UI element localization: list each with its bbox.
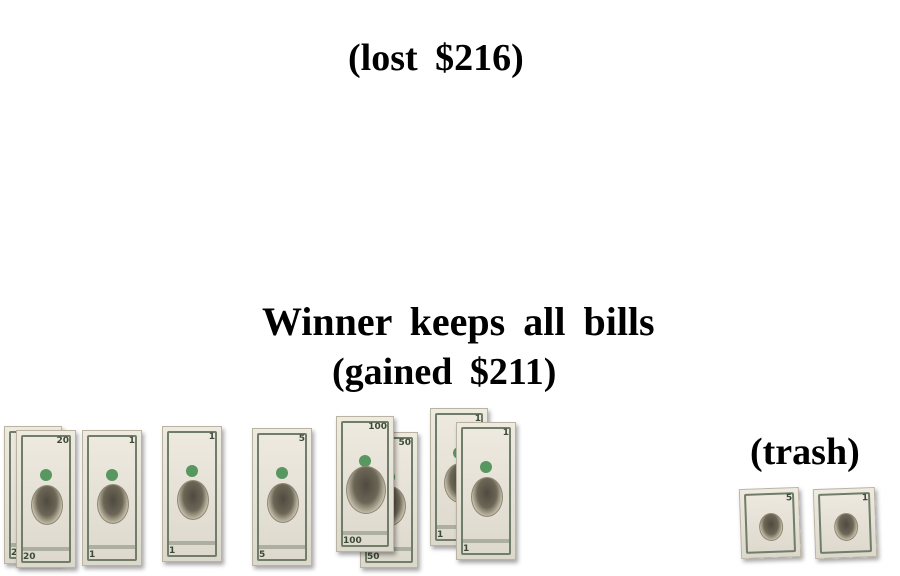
winner-keeps-label: Winner keeps all bills [262, 299, 655, 344]
bill-band [259, 545, 305, 549]
bill-band [89, 545, 135, 549]
bill-denomination: 5 [259, 550, 266, 560]
bill-frame [21, 435, 71, 563]
dollar-bill[interactable]: 1 1 [456, 422, 516, 560]
trash-bill[interactable]: 5 [738, 486, 802, 560]
dollar-bill[interactable]: 5 5 [252, 428, 312, 566]
bill-denomination: 1 [861, 493, 869, 504]
bill-denomination: 20 [56, 436, 69, 446]
bill-denomination: 20 [23, 552, 36, 562]
bill-denomination: 1 [208, 432, 215, 442]
bill-band [169, 541, 215, 545]
portrait-icon [177, 480, 209, 521]
bill-frame [461, 427, 511, 555]
portrait-icon [346, 466, 386, 515]
bill-denomination: 1 [89, 550, 96, 560]
bill-denomination: 1 [437, 530, 444, 540]
bill-frame [341, 421, 389, 547]
bill-frame [167, 431, 217, 557]
trash-label: (trash) [750, 431, 860, 473]
portrait-icon [471, 477, 503, 518]
portrait-icon [31, 485, 63, 526]
bill-denomination: 1 [463, 544, 470, 554]
treasury-seal-icon [106, 468, 118, 481]
bill-denomination: 5 [785, 493, 793, 504]
bill-denomination: 1 [502, 428, 509, 438]
treasury-seal-icon [186, 464, 198, 477]
dollar-bill[interactable]: 20 20 [16, 430, 76, 568]
bill-denomination: 100 [368, 422, 387, 432]
bill-denomination: 50 [398, 438, 411, 448]
bill-denomination: 100 [343, 536, 362, 546]
bill-denomination: 50 [367, 552, 380, 562]
bill-frame [87, 435, 137, 561]
bill-frame [257, 433, 307, 561]
dollar-bill[interactable]: 1 1 [82, 430, 142, 566]
gained-amount-label: (gained $211) [332, 351, 557, 393]
bill-band [23, 547, 69, 551]
treasury-seal-icon [480, 461, 492, 474]
dollar-bill[interactable]: 100 100 [336, 416, 394, 552]
bill-band [343, 531, 387, 535]
treasury-seal-icon [40, 469, 52, 482]
bill-denomination: 1 [169, 546, 176, 556]
bill-denomination: 1 [474, 414, 481, 424]
bill-denomination: 5 [298, 434, 305, 444]
bill-denomination: 1 [128, 436, 135, 446]
portrait-icon [97, 484, 129, 525]
bill-band [463, 539, 509, 543]
portrait-icon [267, 483, 299, 524]
lost-amount-label: (lost $216) [348, 37, 524, 79]
trash-bill[interactable]: 1 [812, 486, 878, 560]
treasury-seal-icon [276, 467, 288, 480]
treasury-seal-icon [359, 454, 371, 467]
dollar-bill[interactable]: 1 1 [162, 426, 222, 562]
